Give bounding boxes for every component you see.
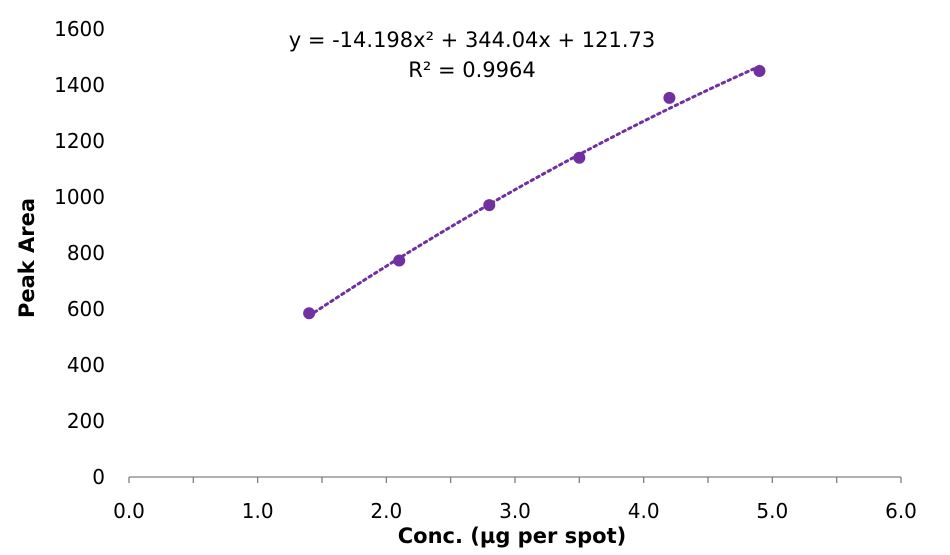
- data-point: [753, 65, 766, 77]
- y-tick-label: 800: [67, 241, 105, 265]
- data-point: [573, 151, 586, 164]
- trendline: [307, 64, 761, 318]
- x-axis-title: Conc. (µg per spot): [398, 524, 626, 548]
- x-tick-label: 5.0: [756, 499, 788, 523]
- x-tick-label: 2.0: [370, 499, 402, 523]
- y-tick-label: 1600: [54, 17, 105, 41]
- x-tick-label: 1.0: [242, 499, 274, 523]
- x-tick-label: 3.0: [499, 499, 531, 523]
- data-points: [303, 65, 766, 320]
- x-axis-tick-labels: 0.0 1.0 2.0 3.0 4.0 5.0 6.0: [113, 499, 917, 523]
- y-tick-label: 400: [67, 353, 105, 377]
- equation-label: y = -14.198x² + 344.04x + 121.73: [289, 28, 656, 52]
- data-point: [393, 254, 406, 267]
- y-axis-title: Peak Area: [15, 198, 39, 318]
- x-tick-label: 6.0: [885, 499, 917, 523]
- r-squared-label: R² = 0.9964: [408, 58, 535, 82]
- y-tick-label: 0: [92, 465, 105, 489]
- y-tick-label: 200: [67, 409, 105, 433]
- y-tick-label: 1400: [54, 73, 105, 97]
- x-axis-tick-marks: [128, 477, 902, 483]
- y-axis-tick-labels: 0 200 400 600 800 1000 1200 1400 1600: [54, 17, 105, 489]
- data-point: [303, 307, 316, 320]
- x-tick-label: 4.0: [628, 499, 660, 523]
- data-point: [663, 91, 676, 104]
- y-tick-label: 1200: [54, 129, 105, 153]
- data-point: [483, 199, 496, 212]
- y-tick-label: 1000: [54, 185, 105, 209]
- y-tick-label: 600: [67, 297, 105, 321]
- x-tick-label: 0.0: [113, 499, 145, 523]
